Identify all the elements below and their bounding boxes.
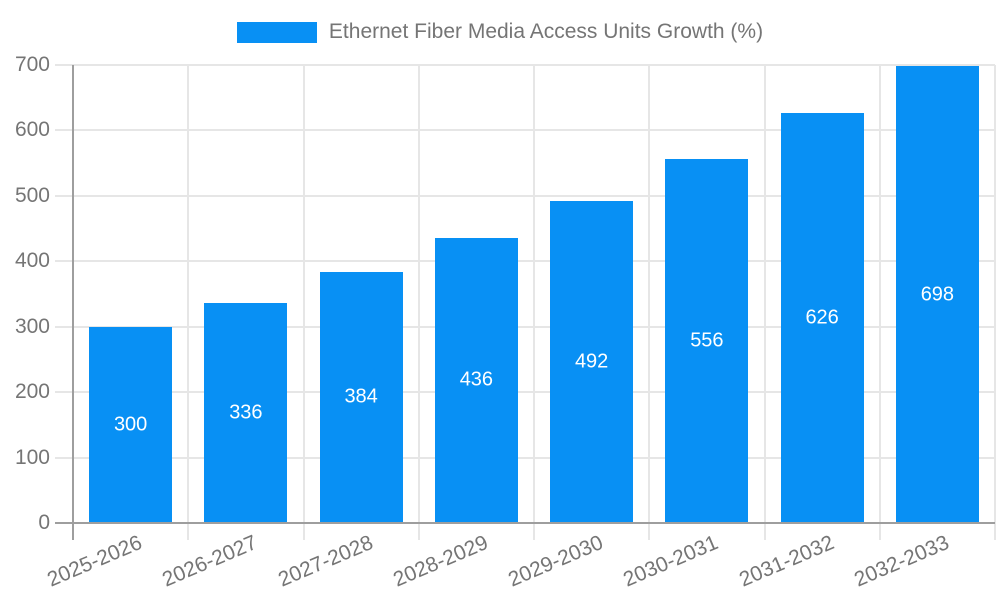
- bar: [895, 66, 979, 523]
- x-tick-label: 2031-2032: [735, 531, 838, 592]
- x-tick-label: 2026-2027: [159, 531, 261, 592]
- bar: [780, 113, 864, 523]
- y-tick-label: 300: [14, 314, 50, 338]
- bar: [204, 303, 288, 523]
- y-gridline: [55, 129, 995, 132]
- legend-label: Ethernet Fiber Media Access Units Growth…: [328, 20, 764, 43]
- y-tick-label: 0: [38, 511, 50, 534]
- x-tick-label: 2028-2029: [389, 531, 492, 592]
- y-gridline: [55, 391, 995, 394]
- y-tick-label: 200: [14, 380, 50, 404]
- x-tick-label: 2025-2026: [44, 531, 146, 592]
- bar-value-label: 384: [344, 385, 378, 408]
- y-tick-label: 500: [14, 183, 50, 207]
- y-gridline: [55, 260, 995, 263]
- bar-value-label: 336: [229, 401, 263, 424]
- x-tick-label: 2030-2031: [620, 531, 722, 592]
- y-tick-label: 100: [14, 445, 50, 469]
- x-gridline: [417, 65, 420, 540]
- bar: [550, 201, 634, 523]
- x-tick-label: 2032-2033: [850, 531, 953, 592]
- x-gridline: [648, 65, 651, 540]
- x-gridline: [302, 65, 305, 540]
- y-tick-label: 600: [14, 118, 50, 142]
- bar-value-label: 698: [920, 283, 955, 306]
- x-tick-label: 2027-2028: [274, 531, 377, 592]
- bar-value-label: 492: [574, 350, 609, 373]
- y-gridline: [55, 456, 995, 459]
- legend-swatch-icon: [236, 21, 317, 43]
- bar: [665, 159, 749, 523]
- bar-value-label: 436: [459, 368, 494, 391]
- x-gridline: [533, 65, 535, 540]
- bar: [89, 326, 173, 523]
- bar-value-label: 300: [113, 413, 148, 436]
- x-gridline: [878, 65, 881, 540]
- y-gridline: [55, 325, 995, 328]
- bar: [434, 237, 518, 523]
- x-gridline: [187, 65, 190, 540]
- bar-value-label: 626: [805, 306, 839, 329]
- y-tick-label: 700: [14, 53, 50, 76]
- x-tick-label: 2029-2030: [505, 531, 607, 592]
- x-gridline: [994, 65, 996, 540]
- y-gridline: [55, 64, 995, 66]
- bar-value-label: 556: [690, 329, 724, 352]
- x-gridline: [763, 65, 766, 540]
- bar: [319, 271, 403, 523]
- y-gridline: [55, 194, 995, 197]
- x-axis-line: [55, 522, 995, 524]
- y-tick-label: 400: [14, 249, 50, 273]
- chart-legend: Ethernet Fiber Media Access Units Growth…: [0, 20, 1000, 44]
- y-axis-line: [72, 65, 74, 540]
